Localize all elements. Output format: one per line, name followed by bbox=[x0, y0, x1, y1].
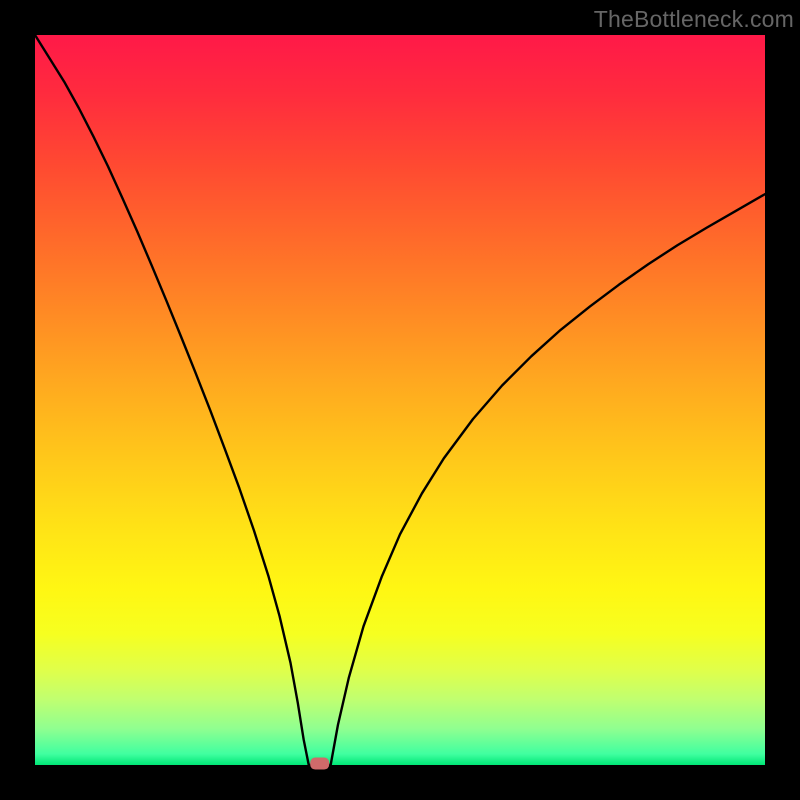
plot-background bbox=[35, 35, 765, 765]
watermark-text: TheBottleneck.com bbox=[594, 6, 794, 33]
chart-frame: TheBottleneck.com bbox=[0, 0, 800, 800]
bottleneck-curve-chart bbox=[0, 0, 800, 800]
optimal-point-marker bbox=[310, 758, 329, 770]
